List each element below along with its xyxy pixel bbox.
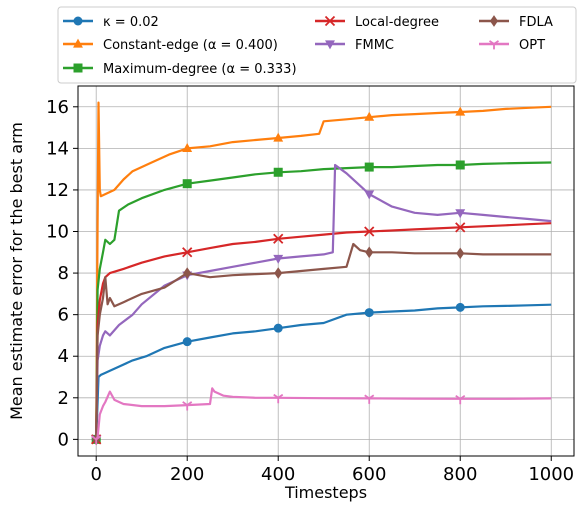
plot-lines bbox=[91, 101, 552, 446]
series-line bbox=[95, 101, 552, 440]
legend-marker bbox=[73, 63, 83, 73]
legend-marker bbox=[73, 16, 83, 26]
legend-label: Maximum-degree (α = 0.333) bbox=[103, 62, 297, 77]
y-axis-label: Mean estimate error for the best arm bbox=[7, 122, 26, 420]
legend-marker bbox=[73, 38, 83, 48]
legend-entry: Maximum-degree (α = 0.333) bbox=[63, 62, 297, 77]
grid bbox=[78, 86, 574, 456]
series-5 bbox=[92, 242, 552, 446]
series-marker bbox=[274, 267, 283, 279]
legend-marker bbox=[489, 15, 499, 27]
series-2 bbox=[91, 160, 552, 444]
series-0 bbox=[91, 302, 552, 444]
legend-entry: OPT bbox=[479, 38, 545, 53]
series-line bbox=[95, 303, 552, 440]
legend-label: Local-degree bbox=[355, 15, 439, 30]
legend-label: Constant-edge (α = 0.400) bbox=[103, 38, 278, 53]
legend-entry: FMMC bbox=[315, 38, 394, 53]
x-tick-label: 200 bbox=[170, 464, 204, 485]
legend-entry: Constant-edge (α = 0.400) bbox=[63, 38, 278, 53]
series-marker bbox=[273, 233, 284, 244]
x-axis-label: Timesteps bbox=[284, 483, 367, 502]
series-marker bbox=[364, 394, 375, 404]
legend-entry: FDLA bbox=[479, 15, 553, 30]
series-marker bbox=[455, 302, 465, 312]
series-marker bbox=[182, 401, 193, 411]
y-tick-label: 10 bbox=[46, 222, 69, 243]
legend-label: OPT bbox=[519, 38, 545, 53]
series-marker bbox=[91, 435, 102, 445]
series-marker bbox=[455, 160, 465, 170]
series-3 bbox=[91, 222, 552, 445]
series-marker bbox=[456, 247, 465, 260]
series-marker bbox=[455, 222, 466, 233]
series-line bbox=[95, 161, 552, 440]
series-marker bbox=[182, 337, 192, 347]
series-6 bbox=[91, 387, 552, 445]
y-tick-label: 8 bbox=[58, 263, 69, 284]
series-marker bbox=[183, 267, 192, 279]
y-tick-label: 16 bbox=[46, 97, 69, 118]
axis-ticks: 0 200 400 600 800 1000 0 2 4 6 8 10 12 14 16 bbox=[46, 97, 574, 485]
legend-label: κ = 0.02 bbox=[103, 15, 159, 30]
x-tick-label: 0 bbox=[90, 464, 101, 485]
series-marker bbox=[364, 308, 374, 318]
x-tick-label: 400 bbox=[261, 464, 295, 485]
legend-entry: κ = 0.02 bbox=[63, 15, 159, 30]
y-tick-label: 2 bbox=[58, 388, 69, 409]
series-marker bbox=[365, 246, 374, 259]
plot-frame bbox=[77, 85, 575, 457]
legend-label: FMMC bbox=[355, 38, 394, 53]
series-marker bbox=[364, 190, 375, 200]
y-tick-label: 14 bbox=[46, 138, 69, 159]
series-marker bbox=[455, 394, 466, 405]
y-tick-label: 6 bbox=[58, 305, 69, 326]
series-marker bbox=[273, 393, 284, 404]
x-tick-label: 800 bbox=[443, 464, 477, 485]
series-marker bbox=[273, 167, 283, 177]
legend-label: FDLA bbox=[519, 15, 553, 30]
series-marker bbox=[182, 179, 192, 189]
legend-entry: Local-degree bbox=[315, 15, 439, 30]
series-marker bbox=[273, 254, 284, 264]
y-tick-label: 0 bbox=[58, 429, 69, 450]
legend-marker bbox=[325, 40, 335, 50]
series-marker bbox=[273, 132, 284, 142]
legend: κ = 0.02 Constant-edge (α = 0.400) Maximum… bbox=[57, 6, 577, 84]
series-marker bbox=[364, 162, 374, 172]
series-marker bbox=[182, 247, 193, 258]
series-marker bbox=[455, 209, 466, 219]
y-tick-label: 4 bbox=[58, 346, 69, 367]
series-line bbox=[95, 387, 552, 441]
series-marker bbox=[364, 226, 375, 237]
legend-marker bbox=[324, 15, 336, 27]
x-tick-label: 600 bbox=[352, 464, 386, 485]
legend-marker bbox=[488, 40, 500, 50]
series-marker bbox=[364, 111, 375, 121]
series-marker bbox=[455, 106, 466, 116]
y-tick-label: 12 bbox=[46, 180, 69, 201]
series-4 bbox=[91, 163, 552, 445]
series-marker bbox=[273, 323, 283, 333]
x-tick-label: 1000 bbox=[528, 464, 574, 485]
series-marker bbox=[182, 142, 193, 152]
series-line bbox=[95, 242, 552, 440]
